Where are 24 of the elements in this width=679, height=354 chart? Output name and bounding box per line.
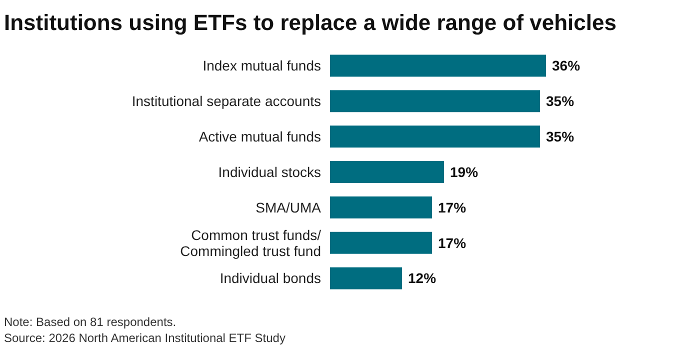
source-note: Source: 2026 North American Institutional ETF Study (4, 331, 286, 345)
data-label: 19% (450, 164, 479, 180)
y-tick-label: Individual bonds (220, 270, 321, 286)
bar (330, 126, 540, 148)
data-label: 17% (438, 234, 467, 251)
data-label: 17% (438, 199, 467, 216)
chart-title: Institutions using ETFs to replace a wide range of vehicles (4, 10, 616, 35)
bar (330, 54, 546, 77)
y-tick-label: SMA/UMA (256, 199, 322, 216)
y-tick-label: Common trust funds/ Commingled trust fund (180, 226, 322, 259)
data-label: 35% (546, 128, 575, 144)
y-tick-label: Active mutual funds (198, 128, 321, 144)
data-label: 36% (552, 58, 581, 74)
bar (330, 161, 444, 183)
data-label: 12% (408, 270, 437, 286)
y-tick-label: Index mutual funds (202, 58, 321, 74)
bar (330, 232, 432, 254)
bar (330, 267, 402, 290)
data-label: 35% (546, 93, 575, 110)
bar (330, 90, 540, 112)
bar (330, 196, 432, 218)
y-tick-label: Individual stocks (218, 164, 321, 180)
y-tick-label: Institutional separate accounts (132, 93, 321, 110)
text: Note: Based on 81 respondents. (4, 315, 176, 329)
